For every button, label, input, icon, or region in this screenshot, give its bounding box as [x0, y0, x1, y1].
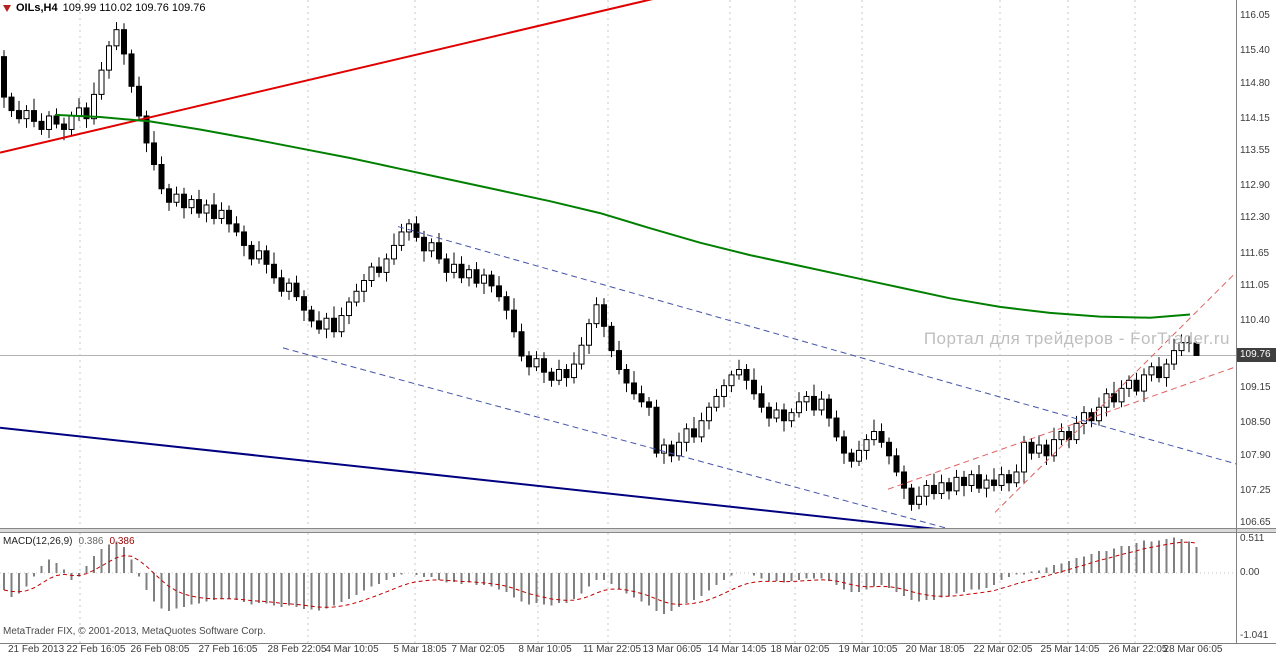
time-axis-label: 11 Mar 22:05 [582, 644, 642, 655]
price-axis-label: 111.05 [1240, 279, 1270, 291]
macd-axis-label: 0.00 [1240, 567, 1260, 578]
panel-splitter[interactable] [0, 528, 1276, 533]
time-axis-label: 19 Mar 10:05 [838, 644, 898, 655]
time-axis-label: 27 Feb 16:05 [198, 644, 258, 655]
macd-signal-value: 0.386 [109, 536, 135, 547]
price-axis-label: 116.05 [1240, 10, 1270, 22]
price-axis-label: 111.65 [1240, 247, 1270, 259]
time-axis-label: 28 Mar 06:05 [1163, 644, 1223, 655]
time-axis-label: 13 Mar 06:05 [642, 644, 702, 655]
watermark: Портал для трейдеров - ForTrader.ru [923, 329, 1230, 348]
time-axis[interactable]: 21 Feb 2013 22 Feb 16:05 26 Feb 08:05 27 Fe… [0, 644, 1276, 656]
price-axis-label: 115.40 [1240, 45, 1270, 57]
price-axis-label: 113.55 [1240, 145, 1270, 157]
time-axis-label: 18 Mar 02:05 [770, 644, 830, 655]
time-axis-label: 14 Mar 14:05 [707, 644, 767, 655]
symbol-ohlc-legend: OILs,H4 109.99 110.02 109.76 109.76 [3, 2, 206, 14]
price-axis-label: 112.90 [1240, 180, 1270, 192]
time-axis-label: 26 Feb 08:05 [130, 644, 190, 655]
macd-axis-label: 0.511 [1240, 533, 1265, 544]
time-axis-label: 20 Mar 18:05 [905, 644, 965, 655]
price-axis-label: 114.15 [1240, 112, 1270, 124]
price-axis-label: 112.30 [1240, 212, 1270, 224]
copyright-text: MetaTrader FIX, © 2001-2013, MetaQuotes … [3, 626, 266, 637]
axis-separator-horizontal [0, 643, 1276, 644]
macd-main-value: 0.386 [78, 536, 104, 547]
symbol-marker-icon [3, 4, 11, 12]
price-chart-area[interactable] [0, 0, 1236, 528]
price-axis-label: 107.25 [1240, 484, 1271, 496]
macd-axis[interactable]: 0.511 0.00 -1.041 [1237, 533, 1276, 643]
time-axis-label: 26 Mar 22:05 [1108, 644, 1168, 655]
current-price-badge: 109.76 [1237, 348, 1276, 363]
symbol-name: OILs,H4 [16, 2, 58, 14]
time-axis-label: 21 Feb 2013 [8, 644, 65, 655]
macd-label: MACD(12,26,9) [3, 536, 73, 547]
price-axis-label: 107.90 [1240, 449, 1271, 461]
price-axis-label: 106.65 [1240, 517, 1271, 529]
macd-canvas[interactable] [0, 533, 1236, 643]
time-axis-label: 22 Mar 02:05 [973, 644, 1033, 655]
time-axis-label: 4 Mar 10:05 [325, 644, 379, 655]
time-axis-label: 7 Mar 02:05 [451, 644, 505, 655]
macd-axis-label: -1.041 [1240, 630, 1269, 641]
macd-indicator-area[interactable] [0, 533, 1236, 643]
time-axis-label: 25 Mar 14:05 [1040, 644, 1100, 655]
price-chart-canvas[interactable] [0, 0, 1236, 528]
time-axis-label: 22 Feb 16:05 [66, 644, 126, 655]
axis-separator-vertical [1236, 0, 1237, 643]
price-axis[interactable]: 116.05 115.40 114.80 114.15 113.55 112.90 112.… [1237, 0, 1276, 643]
time-axis-label: 5 Mar 18:05 [393, 644, 447, 655]
time-axis-label: 8 Mar 10:05 [518, 644, 572, 655]
price-axis-label: 110.40 [1240, 314, 1270, 326]
macd-legend: MACD(12,26,9) 0.386 0.386 [3, 536, 135, 547]
price-axis-label: 114.80 [1240, 77, 1270, 89]
price-axis-label: 109.15 [1240, 382, 1271, 394]
ohlc-values: 109.99 110.02 109.76 109.76 [62, 2, 206, 14]
time-axis-label: 28 Feb 22:05 [267, 644, 327, 655]
price-axis-label: 108.50 [1240, 417, 1271, 429]
